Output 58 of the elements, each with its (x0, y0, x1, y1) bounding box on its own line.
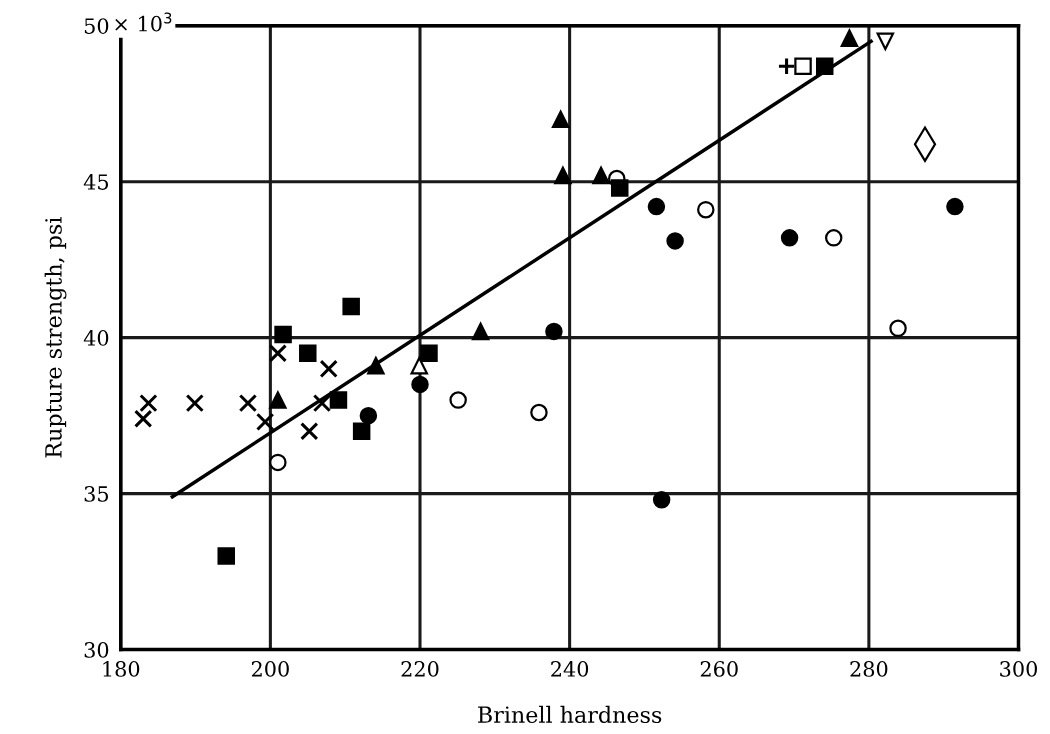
x-tick-label: 180 (103, 661, 140, 677)
point (367, 356, 385, 375)
point (269, 453, 287, 472)
point (299, 344, 317, 362)
point (794, 57, 812, 75)
point (647, 197, 666, 216)
point (592, 166, 610, 185)
point (545, 322, 563, 341)
point (255, 412, 275, 432)
point (551, 110, 570, 129)
point (666, 232, 684, 250)
point (611, 179, 629, 197)
point (329, 391, 348, 409)
point (312, 393, 332, 413)
x-tick-label: 240 (551, 661, 589, 677)
annotation: × 10$^{3}$ (115, 12, 172, 32)
point (530, 403, 548, 422)
point (139, 393, 158, 413)
point (946, 197, 964, 216)
point (777, 57, 796, 76)
point (780, 229, 799, 247)
y-tick-label: 40 (83, 330, 109, 346)
y-tick-label: 45 (83, 174, 109, 190)
x-tick-label: 200 (251, 661, 289, 677)
point (471, 322, 490, 341)
y-tick-label: 50 (84, 18, 109, 34)
x-tick-label: 280 (850, 661, 888, 677)
x-axis-title: Brinell hardness (478, 705, 662, 724)
x-tick-label: 300 (1000, 661, 1037, 677)
point (134, 409, 153, 428)
point (319, 359, 338, 378)
point (840, 29, 859, 47)
y-axis-title: Rupture strength, psi (44, 217, 67, 458)
point (449, 391, 467, 409)
point (889, 319, 907, 338)
point (274, 325, 292, 344)
point (359, 406, 378, 425)
point (697, 200, 715, 219)
point (824, 229, 843, 247)
y-tick-label: 30 (84, 642, 109, 658)
point (268, 344, 288, 363)
point (269, 391, 287, 409)
y-tick-label: 35 (84, 486, 109, 502)
point (410, 356, 428, 375)
point (238, 393, 258, 413)
x-tick-label: 220 (401, 661, 439, 677)
point (185, 393, 204, 413)
point (411, 375, 429, 394)
point (815, 57, 834, 75)
point (342, 297, 360, 316)
point (652, 491, 671, 509)
point (876, 32, 895, 51)
point (352, 422, 371, 440)
x-tick-label: 260 (700, 661, 738, 677)
point (217, 547, 235, 565)
point (420, 344, 438, 362)
point (300, 422, 319, 441)
point (554, 166, 572, 185)
